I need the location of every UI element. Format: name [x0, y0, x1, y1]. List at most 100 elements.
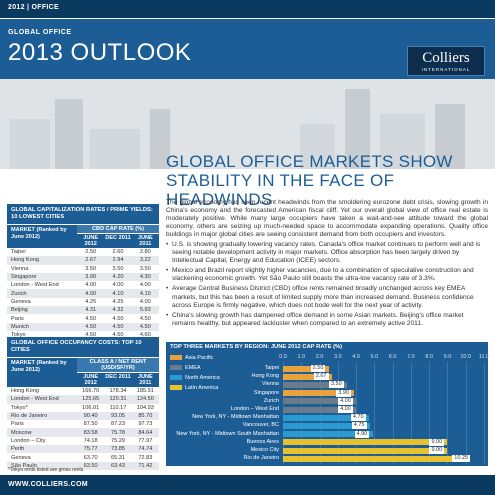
occ-value-cell: 124.50	[136, 396, 154, 403]
cap-row: Geneva 4.25 4.25 4.00	[7, 298, 159, 306]
footer-url[interactable]: WWW.COLLIERS.COM	[8, 481, 88, 488]
bar-value-label: 2.50	[310, 365, 326, 372]
cap-market-cell: Hong Kong	[11, 257, 39, 264]
x-tick-label: 7.0	[407, 354, 415, 360]
cap-value-cell: 2.60	[112, 249, 124, 256]
occ-market-cell: Moscow	[11, 429, 32, 436]
occ-value-cell: 110.17	[109, 404, 127, 411]
cap-value-cell: 2.94	[112, 257, 124, 264]
gridline	[319, 362, 321, 464]
page-title: 2013 OUTLOOK	[8, 39, 192, 66]
legend-swatch	[170, 375, 182, 381]
x-tick-label: 1.0	[297, 354, 306, 360]
occ-row: Geneva 63.70 65.31 72.83	[7, 453, 159, 461]
report-tag: 2012 | OFFICE	[8, 4, 59, 11]
cap-value-cell: 4.10	[112, 290, 124, 297]
occ-value-cell: 85.70	[138, 413, 153, 420]
bar-value-label: 9.00	[429, 438, 445, 446]
cap-row: Tokyo 4.50 4.50 4.60	[7, 331, 159, 339]
cap-market-cell: London - West End	[11, 282, 59, 289]
cap-market-cell: Geneva	[11, 298, 31, 305]
cap-value-cell: 4.31	[85, 307, 97, 314]
legend-item: EMEA	[170, 365, 201, 371]
cap-row: Hong Kong 2.67 2.94 3.22	[7, 256, 159, 265]
occ-value-cell: 106.01	[82, 404, 100, 411]
bar-value-label: 10.25	[452, 455, 471, 463]
bar	[283, 373, 332, 380]
gridline	[429, 362, 431, 464]
occ-market-label: MARKET (Ranked by June 2012)	[11, 360, 67, 373]
cap-value-cell: 4.10	[139, 290, 151, 297]
hero-image	[0, 79, 495, 169]
bar	[283, 381, 347, 388]
cap-rate-table: GLOBAL CAPITALIZATION RATES / PRIME YIEL…	[7, 204, 159, 339]
occ-value-cell: 84.64	[138, 429, 153, 436]
colliers-logo: Colliers INTERNATIONAL	[407, 46, 485, 76]
occ-value-cell: 73.85	[110, 446, 125, 453]
x-tick-label: 0.0	[279, 354, 287, 360]
bar	[283, 431, 373, 438]
cap-market-cell: Zurich	[11, 290, 27, 297]
bar-category-label: Zurich	[263, 397, 279, 404]
occ-value-cell: 75.77	[83, 446, 98, 453]
x-tick-label: 9.0	[443, 354, 452, 360]
cap-row: Munich 4.50 4.50 4.50	[7, 322, 159, 331]
bullet-list: U.S. is showing gradually lowering vacan…	[166, 241, 488, 330]
occ-value-cell: 185.91	[136, 388, 154, 395]
bar-category-label: New York, NY - Midtown South Manhattan	[176, 430, 279, 437]
cap-row: Beijing 4.31 4.32 5.93	[7, 306, 159, 315]
occ-value-cell: 178.34	[109, 388, 127, 395]
cap-row: Taipei 2.50 2.60 2.80	[7, 248, 159, 256]
legend-swatch	[170, 365, 182, 371]
occ-col-header: JUNE 2012	[83, 374, 99, 386]
occ-table-title: GLOBAL OFFICE OCCUPANCY COSTS: TOP 10 CI…	[7, 337, 159, 357]
occ-row: São Paulo 63.50 63.43 71.42	[7, 461, 159, 470]
cap-market-cell: Tokyo	[11, 332, 26, 339]
occ-value-cell: 166.70	[82, 388, 100, 395]
occ-col-header: DEC 2011	[105, 374, 131, 380]
bullet-item: Average Central Business District (CBD) …	[166, 285, 488, 309]
bar	[283, 447, 448, 454]
occ-value-cell: 90.40	[83, 413, 98, 420]
bullet-item: Mexico and Brazil report slightly higher…	[166, 267, 488, 283]
occ-value-cell: 65.31	[110, 454, 125, 461]
occ-value-cell: 97.73	[138, 421, 153, 428]
gridline	[410, 362, 412, 464]
bar-category-label: Vienna	[261, 381, 279, 388]
bar-value-label: 2.67	[313, 373, 329, 381]
occ-value-cell: 77.97	[138, 437, 153, 444]
bar-value-label: 4.90	[354, 430, 370, 438]
bar-value-label: 4.70	[350, 414, 366, 422]
cap-value-cell: 4.30	[139, 274, 151, 281]
occ-value-cell: 87.23	[110, 421, 125, 428]
occ-value-cell: 63.70	[83, 454, 98, 461]
cap-market-cell: Beijing	[11, 307, 28, 314]
legend-item: North America	[170, 375, 220, 381]
bar	[283, 406, 357, 413]
gridline	[301, 362, 303, 464]
occ-value-cell: 83.58	[83, 429, 98, 436]
occupancy-table: GLOBAL OFFICE OCCUPANCY COSTS: TOP 10 CI…	[7, 337, 159, 470]
gridline	[337, 362, 339, 464]
logo-name: Colliers	[422, 50, 470, 66]
occ-market-cell: London - West End	[11, 396, 59, 403]
cap-rate-chart: TOP THREE MARKETS BY REGION: JUNE 2012 C…	[166, 342, 489, 466]
occ-market-cell: São Paulo	[11, 462, 37, 469]
cap-value-cell: 4.60	[139, 332, 151, 339]
chart-plot-area: 0.0 1.0 2.0 3.0 4.0 5.0 6.0 7.0 8.0 9.0 10.0 11.0 As…	[166, 352, 489, 466]
bar-category-label: Vancouver, BC	[242, 422, 279, 429]
bar-value-label: 4.00	[338, 397, 353, 405]
occ-market-cell: Paris	[11, 421, 24, 428]
bullet-item: U.S. is showing gradually lowering vacan…	[166, 241, 488, 265]
bar-value-label: 3.90	[336, 389, 351, 397]
bar	[283, 439, 448, 446]
cap-table-title: GLOBAL CAPITALIZATION RATES / PRIME YIEL…	[7, 204, 159, 224]
occ-value-cell: 75.29	[110, 437, 125, 444]
cap-table-header: MARKET (Ranked by June 2012) CBD CAP RAT…	[7, 224, 159, 248]
cap-value-cell: 4.50	[85, 315, 97, 322]
cap-market-cell: Singapore	[11, 274, 37, 281]
header-eyebrow: GLOBAL OFFICE	[8, 29, 72, 36]
occ-market-cell: London – City	[11, 437, 46, 444]
bar-value-label: 4.75	[351, 422, 367, 430]
occ-value-cell: 104.93	[136, 404, 154, 411]
